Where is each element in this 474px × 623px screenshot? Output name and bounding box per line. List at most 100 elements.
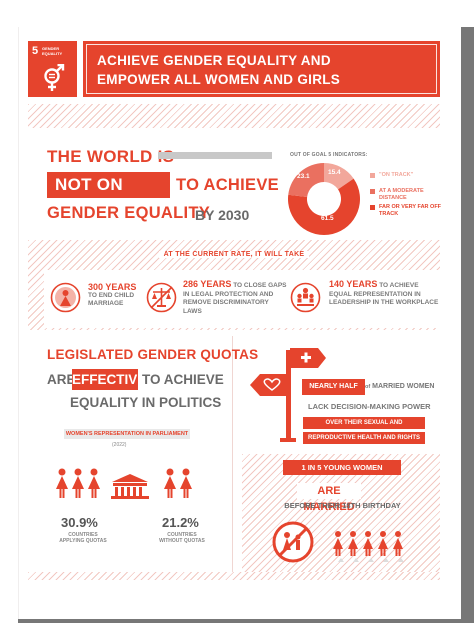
legend-item: "ON TRACK" (370, 172, 454, 187)
donut-label-moderate: 23.1 (297, 173, 310, 180)
girl-icon (363, 531, 373, 556)
stat-leadership: 140 YEARS TO ACHIEVE EQUAL REPRESENTATIO… (329, 280, 441, 308)
stat-legal-protection: 286 YEARS TO CLOSE GAPS IN LEGAL PROTECT… (183, 280, 287, 316)
quota-pct-without: 21.2% (162, 515, 199, 530)
nearly-half-highlight: NEARLY HALF (302, 379, 365, 395)
header-title: ACHIEVE GENDER EQUALITY AND EMPOWER ALL … (97, 51, 427, 89)
woman-icon (56, 468, 68, 498)
quota-sub-without-line2: WITHOUT QUOTAS (159, 538, 205, 544)
world-heading-line3: GENDER EQUALITY (47, 204, 211, 222)
world-heading-year: BY 2030 (195, 207, 250, 223)
page-shadow-right (461, 27, 474, 623)
before-birthday-label: BEFORE THEIR 18TH BIRTHDAY (284, 501, 401, 510)
rate-stats-box (44, 270, 440, 328)
quota-pct-applying: 30.9% (61, 515, 98, 530)
legend-label: FAR OR VERY FAR OFF TRACK (379, 204, 442, 217)
parliament-building-icon (111, 474, 149, 499)
hatch-divider-top (28, 104, 440, 128)
legend-item: FAR OR VERY FAR OFF TRACK (370, 204, 454, 219)
donut-label-far: 61.5 (321, 215, 334, 222)
parliament-label: WOMEN'S REPRESENTATION IN PARLIAMENT (64, 429, 190, 439)
quota-sub-applying-line1: COUNTRIES (68, 532, 98, 538)
quota-sub-without-line1: COUNTRIES (167, 532, 197, 538)
woman-icon (180, 468, 192, 498)
donut-slice (288, 178, 360, 235)
stat-leadership-line0: TO ACHIEVE (379, 282, 419, 289)
stat-legal-line1: IN LEGAL PROTECTION AND (183, 290, 274, 298)
rate-title-text: AT THE CURRENT RATE, IT WILL TAKE (158, 251, 310, 258)
stat-child-marriage-line2: MARRIAGE (88, 300, 124, 307)
decision-power-line: LACK DECISION-MAKING POWER (308, 402, 431, 411)
woman-icon (164, 468, 176, 498)
stat-legal-years: 286 YEARS (183, 279, 232, 289)
girl-icon (393, 531, 403, 556)
girl-icon (378, 531, 388, 556)
legend-swatch (370, 173, 375, 178)
sdg5-badge: 5 GENDER EQUALITY (28, 41, 77, 97)
world-heading-line2: TO ACHIEVE (176, 176, 279, 194)
quota-sub-without: COUNTRIES WITHOUT QUOTAS (149, 532, 215, 544)
quota-sub-applying: COUNTRIES APPLYING QUOTAS (50, 532, 116, 544)
quota-heading-line3: EQUALITY IN POLITICS (70, 395, 222, 410)
parliament-women-illustration (56, 468, 192, 499)
gender-equality-icon (44, 64, 65, 91)
header-frame (86, 44, 437, 94)
column-divider (232, 336, 233, 572)
couple-icon (283, 532, 301, 550)
girl-icon (333, 531, 343, 556)
are-married-label: ARE MARRIED (297, 483, 361, 513)
nearly-half-married: MARRIED WOMEN (372, 383, 435, 390)
hatch-divider-bottom (28, 572, 440, 580)
not-on-track-highlight: NOT ON TRACK (47, 172, 170, 220)
legend-label: AT A MODERATE DISTANCE (379, 188, 424, 201)
parliament-year: (2022) (112, 442, 127, 448)
rate-title: AT THE CURRENT RATE, IT WILL TAKE (28, 251, 440, 258)
nearly-half-of: of (365, 384, 371, 390)
world-heading-line1: THE WORLD IS (47, 147, 175, 166)
scales-icon (146, 282, 177, 313)
signpost-illustration (250, 348, 326, 442)
sdg-number: 5 (32, 45, 39, 57)
stat-legal-head: 286 YEARS TO CLOSE GAPS (183, 280, 287, 291)
header-title-line1: ACHIEVE GENDER EQUALITY AND (97, 53, 331, 68)
legend-swatch (370, 205, 375, 210)
stat-leadership-line1: EQUAL REPRESENTATION IN (329, 290, 421, 298)
header-title-line2: EMPOWER ALL WOMEN AND GIRLS (97, 72, 341, 87)
stat-child-marriage-years: 300 YEARS (88, 282, 137, 292)
indicators-title: OUT OF GOAL 5 INDICATORS: (290, 152, 368, 158)
woman-icon (88, 468, 100, 498)
donut-label-on-track: 15.4 (328, 169, 341, 176)
donut-slice (324, 163, 354, 190)
stat-legal-line2: REMOVE DISCRIMINATORY LAWS (183, 299, 269, 315)
donut-slice (288, 163, 324, 197)
girl-icon (348, 531, 358, 556)
woman-icon (72, 468, 84, 498)
nearly-half-rest: of MARRIED WOMEN (365, 383, 434, 390)
legend-item: AT A MODERATE DISTANCE (370, 188, 454, 203)
decision-box-line3: OVER THEIR SEXUAL AND (303, 417, 425, 429)
young-women-banner: 1 IN 5 YOUNG WOMEN (283, 460, 401, 475)
page-shadow-bottom (18, 619, 474, 623)
quota-heading-to-achieve: TO ACHIEVE (142, 372, 224, 387)
stat-child-marriage-line1: TO END CHILD (88, 291, 135, 299)
header-banner: ACHIEVE GENDER EQUALITY AND EMPOWER ALL … (83, 41, 440, 97)
indicators-donut-chart (288, 163, 360, 235)
quota-effective-highlight: EFFECTIVE (72, 369, 146, 390)
stat-child-marriage: 300 YEARS TO END CHILD MARRIAGE (88, 283, 146, 309)
stat-legal-line0: TO CLOSE GAPS (233, 282, 287, 289)
decorative-gray-bar (158, 152, 272, 159)
ring-icon (50, 282, 81, 313)
sdg-label: GENDER EQUALITY (42, 46, 63, 56)
quota-sub-applying-line2: APPLYING QUOTAS (59, 538, 107, 544)
stat-leadership-head: 140 YEARS TO ACHIEVE (329, 280, 441, 291)
decision-box-line4: REPRODUCTIVE HEALTH AND RIGHTS (303, 432, 425, 444)
stat-leadership-line2: LEADERSHIP IN THE WORKPLACE (329, 299, 439, 306)
leadership-icon (290, 282, 321, 313)
quota-heading-line1: LEGISLATED GENDER QUOTAS (47, 347, 259, 362)
stat-leadership-years: 140 YEARS (329, 279, 378, 289)
legend-label: "ON TRACK" (379, 172, 414, 178)
indicators-legend: "ON TRACK" AT A MODERATE DISTANCE FAR OR… (370, 172, 454, 220)
quota-heading-are: ARE (47, 372, 76, 387)
legend-swatch (370, 189, 375, 194)
child-marriage-illustration (272, 521, 404, 563)
